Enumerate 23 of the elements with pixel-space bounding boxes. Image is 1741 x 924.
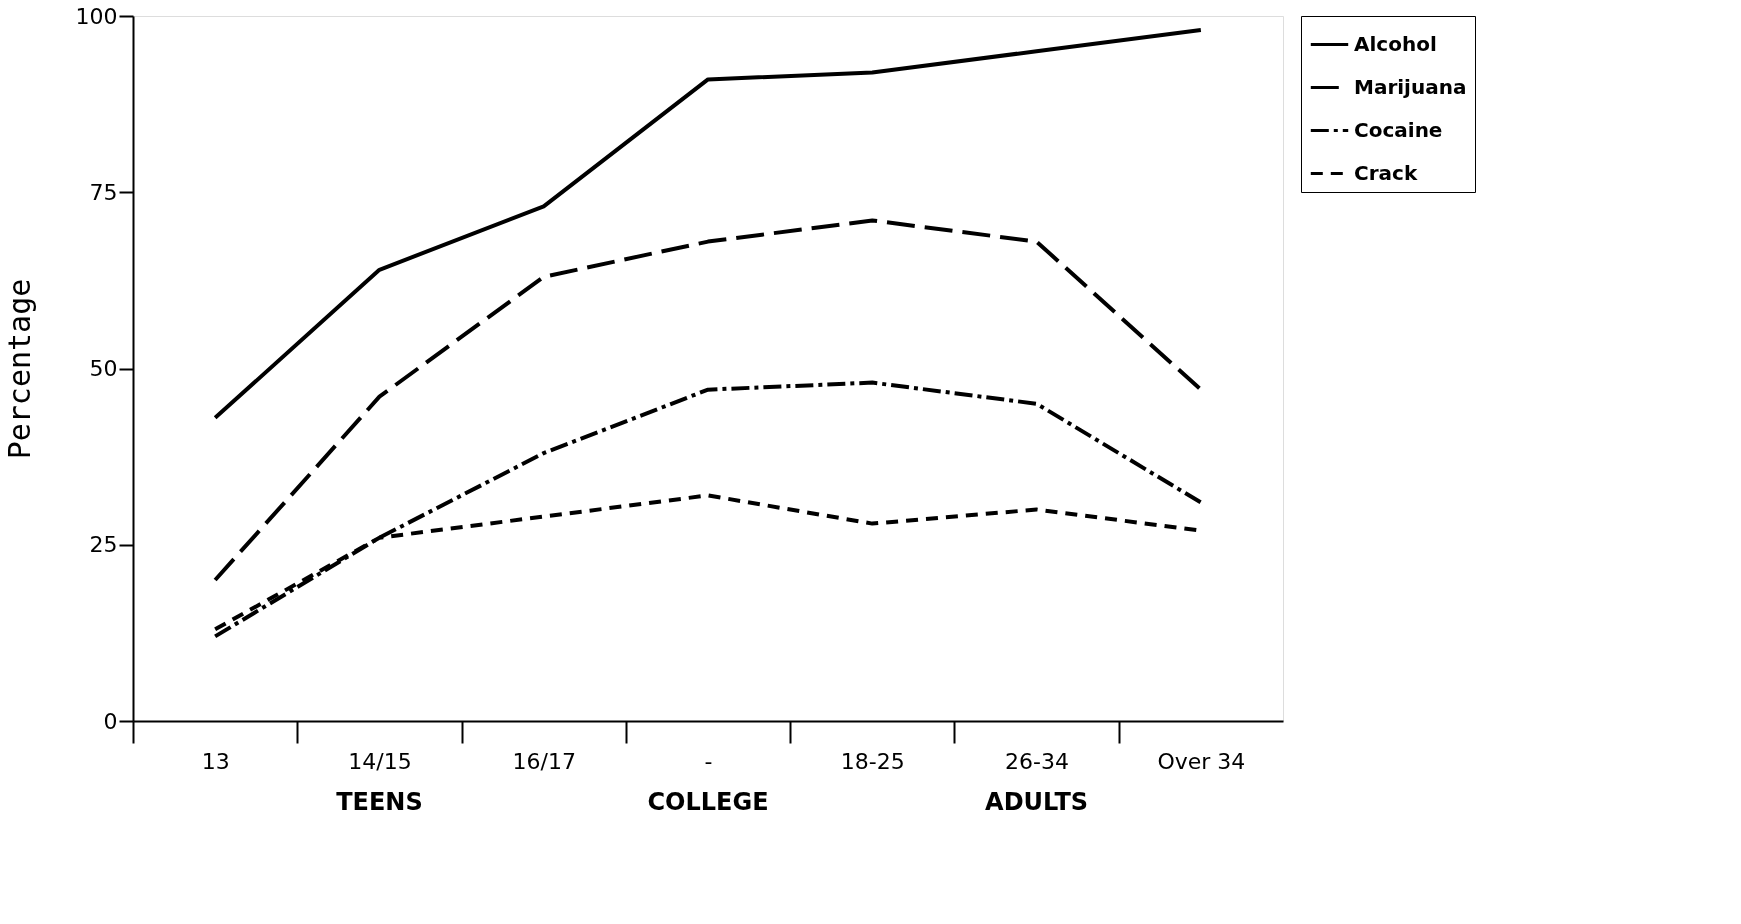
x-tick-label: -: [704, 748, 713, 774]
y-tick-label: 50: [89, 356, 118, 381]
y-axis-title: Percentage: [1, 278, 37, 460]
text: ADULTS: [985, 788, 1089, 816]
x-tick-label: 13: [201, 748, 230, 774]
x-tick-label: 14/15: [348, 748, 412, 774]
x-tick-label: 26-34: [1005, 748, 1070, 774]
x-tick-label: 16/17: [512, 748, 576, 774]
text: TEENS: [336, 788, 423, 816]
legend-label: Cocaine: [1354, 117, 1443, 142]
x-tick-label: 18-25: [840, 748, 905, 774]
legend-label: Marijuana: [1354, 74, 1467, 99]
legend-label: Alcohol: [1354, 31, 1437, 56]
y-tick-label: 25: [89, 532, 118, 558]
line-series: [213, 28, 1203, 420]
y-tick-label: 0: [103, 708, 118, 734]
y-tick-label: 75: [89, 179, 118, 205]
line-series: [213, 218, 1203, 582]
line-series: [213, 380, 1203, 639]
x-tick-label: Over 34: [1157, 748, 1246, 774]
text: COLLEGE: [647, 788, 769, 816]
y-tick-label: 100: [75, 3, 118, 29]
legend-label: Crack: [1354, 160, 1418, 185]
